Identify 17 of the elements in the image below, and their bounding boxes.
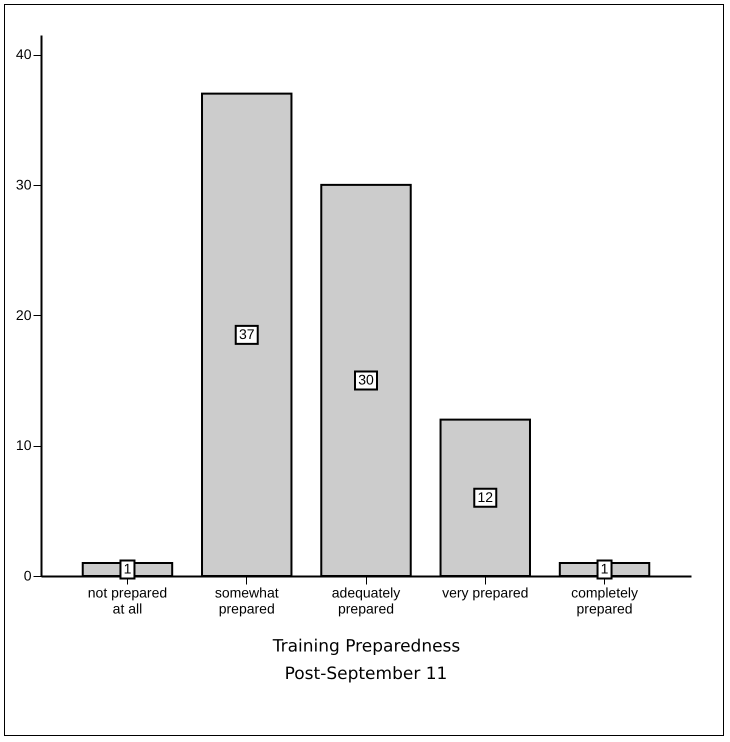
y-tick-label: 40 <box>16 46 32 62</box>
y-tick-label: 20 <box>16 306 32 323</box>
x-tick-label: very prepared <box>442 584 528 600</box>
data-label: 1 <box>124 560 132 576</box>
x-tick-label: completely prepared <box>571 584 638 616</box>
x-axis-title: Training Preparedness <box>272 636 460 656</box>
data-label: 37 <box>238 326 255 342</box>
x-tick-label: somewhat prepared <box>214 584 279 616</box>
x-tick-label: adequately prepared <box>332 584 400 616</box>
y-tick-label: 10 <box>16 437 32 454</box>
y-tick-label: 0 <box>24 568 32 584</box>
x-tick-label: not prepared at all <box>88 584 168 616</box>
data-label: 30 <box>358 371 374 388</box>
text: Post-September 11 <box>284 664 448 684</box>
data-label: 12 <box>477 488 494 505</box>
data-label: 1 <box>600 560 609 576</box>
y-tick-label: 30 <box>16 176 32 192</box>
